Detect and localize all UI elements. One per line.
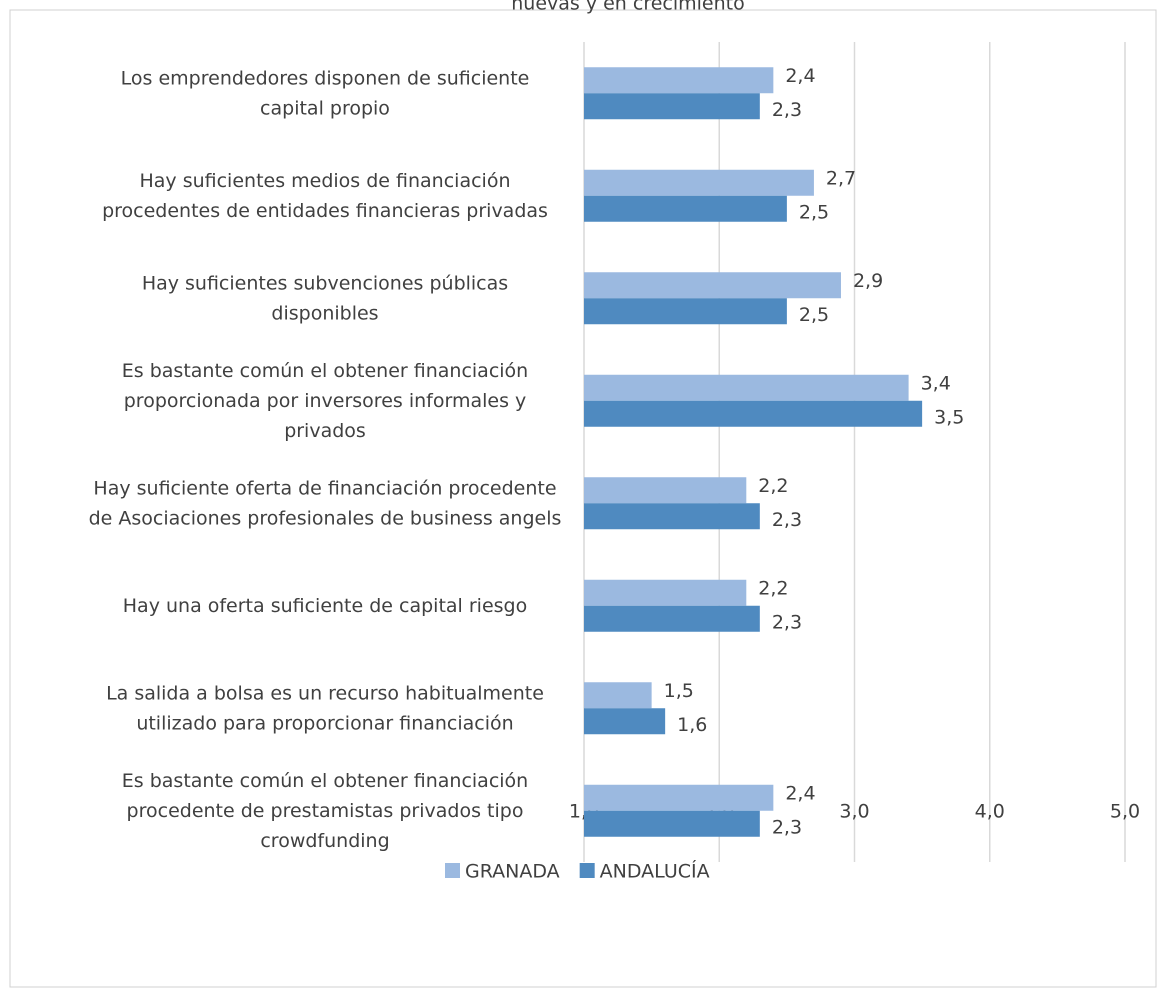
y-tick-label: Es bastante común el obtener financiació…: [122, 769, 528, 851]
bar: [584, 810, 760, 837]
bar: [584, 298, 787, 325]
data-label: 2,5: [799, 304, 829, 326]
y-tick-label: Hay suficientes subvenciones públicas dis…: [142, 272, 508, 324]
data-label: 2,5: [799, 201, 829, 223]
bar: [584, 477, 747, 504]
data-label: 2,3: [772, 509, 802, 531]
y-tick-label: Es bastante común el obtener financiació…: [122, 359, 528, 441]
chart-title: nuevas y en crecimiento: [511, 0, 745, 15]
x-tick-label: 5,0: [1110, 801, 1140, 823]
x-tick-label: 3,0: [839, 801, 869, 823]
data-label: 1,5: [664, 680, 694, 702]
y-tick-label: La salida a bolsa es un recurso habitual…: [106, 682, 544, 734]
bar: [584, 93, 760, 120]
data-label: 1,6: [677, 714, 707, 736]
bar: [584, 784, 774, 811]
bar: [584, 708, 666, 735]
legend-swatch: [579, 863, 595, 878]
y-tick-label: Los emprendedores disponen de suficiente…: [121, 67, 530, 119]
x-tick-label: 4,0: [975, 801, 1005, 823]
data-label: 2,3: [772, 99, 802, 121]
y-tick-label: Hay suficientes medios de financiación pr…: [102, 169, 548, 221]
bar: [584, 67, 774, 94]
bar: [584, 579, 747, 606]
bar: [584, 169, 814, 196]
bar: [584, 374, 909, 401]
bar: [584, 605, 760, 632]
data-label: 2,2: [758, 475, 788, 497]
bar: [584, 272, 841, 299]
data-label: 2,7: [826, 167, 856, 189]
bar: [584, 400, 923, 427]
data-label: 3,4: [921, 372, 951, 394]
data-label: 2,9: [853, 270, 883, 292]
data-label: 2,3: [772, 611, 802, 633]
legend-label: ANDALUCÍA: [600, 860, 710, 883]
bar: [584, 682, 652, 709]
bar: [584, 503, 760, 530]
legend-label: GRANADA: [465, 861, 560, 883]
data-label: 2,4: [785, 65, 815, 87]
legend-swatch: [445, 863, 460, 878]
data-label: 2,4: [785, 782, 815, 804]
bar: [584, 195, 787, 222]
data-label: 2,3: [772, 816, 802, 838]
data-label: 3,5: [934, 406, 964, 428]
chart-frame: [9, 9, 1157, 988]
data-label: 2,2: [758, 577, 788, 599]
y-tick-label: Hay suficiente oferta de financiación pr…: [89, 477, 562, 529]
y-tick-label: Hay una oferta suficiente de capital rie…: [123, 594, 527, 616]
